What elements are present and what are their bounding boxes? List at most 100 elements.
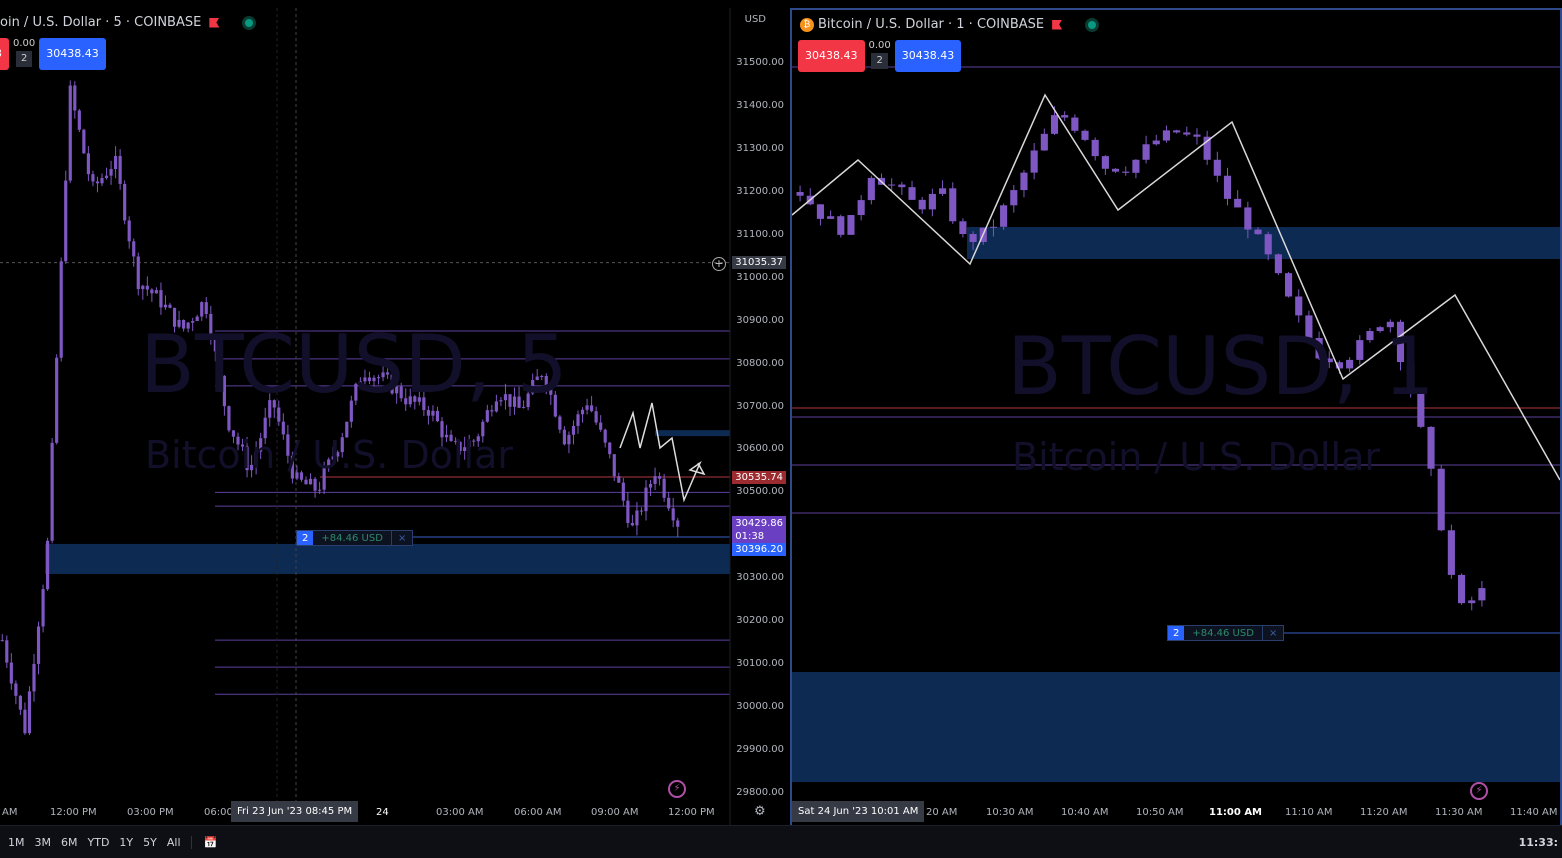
quantity[interactable]: 2: [871, 53, 888, 69]
crosshair-time-label: Sat 24 Jun '23 10:01 AM: [792, 801, 925, 822]
candle: [837, 216, 845, 235]
bottom-toolbar: 1M 3M 6M YTD 1Y 5Y All 📅 11:33:: [0, 825, 1562, 858]
candle: [168, 304, 172, 308]
close-position-button[interactable]: ×: [390, 531, 412, 545]
candle: [227, 406, 231, 431]
candle: [222, 375, 226, 407]
candle: [381, 372, 385, 378]
candle: [376, 377, 381, 379]
right-chart-canvas[interactable]: [792, 10, 1562, 825]
position-label[interactable]: 2 +84.46 USD ×: [1167, 625, 1285, 641]
candle: [1407, 362, 1415, 392]
candle: [580, 409, 585, 415]
candle: [91, 174, 95, 182]
candle: [327, 459, 331, 469]
price-tick: 31200.00: [736, 185, 784, 197]
bitcoin-logo-icon: ₿: [800, 17, 814, 32]
calendar-icon[interactable]: 📅: [190, 836, 217, 849]
candle: [272, 400, 276, 408]
range-5y[interactable]: 5Y: [143, 836, 157, 849]
candle: [1437, 468, 1445, 531]
range-3m[interactable]: 3M: [34, 836, 52, 849]
buy-button[interactable]: 30438.43: [894, 40, 962, 72]
candle: [1295, 296, 1303, 316]
sell-button[interactable]: 3: [0, 38, 9, 70]
range-all[interactable]: All: [166, 836, 181, 849]
candle: [1142, 144, 1150, 160]
add-plus-icon[interactable]: +: [712, 257, 726, 271]
price-tick: 31300.00: [736, 142, 784, 154]
candle: [857, 200, 865, 216]
sell-button[interactable]: 30438.43: [798, 40, 865, 72]
time-tick: AM: [2, 807, 18, 818]
candle: [349, 400, 353, 422]
flag-icon[interactable]: [209, 17, 220, 28]
lightning-icon[interactable]: ⚡: [1470, 782, 1488, 800]
symbol-title[interactable]: ₿ Bitcoin / U.S. Dollar · 1 · COINBASE: [800, 17, 1097, 32]
candle: [290, 455, 294, 479]
candle: [1346, 359, 1354, 369]
time-tick: 24: [376, 807, 389, 818]
candle: [1457, 574, 1466, 604]
candle: [938, 188, 947, 194]
candle: [1376, 327, 1384, 332]
range-1m[interactable]: 1M: [8, 836, 25, 849]
candle: [571, 425, 576, 435]
candle: [358, 381, 362, 384]
candle: [431, 410, 435, 416]
candle: [476, 436, 480, 442]
range-1y[interactable]: 1Y: [119, 836, 134, 849]
currency-selector[interactable]: USD: [744, 14, 766, 25]
candle: [617, 476, 621, 483]
settings-gear-icon[interactable]: ⚙: [754, 804, 766, 819]
time-axis[interactable]: Sat 24 Jun '23 10:01 AM 20 AM 10:30 AM 1…: [792, 801, 1560, 825]
candle: [259, 438, 263, 452]
candle: [508, 394, 512, 407]
buy-button[interactable]: 30438.43: [39, 38, 106, 70]
candle: [440, 421, 444, 438]
candle: [114, 156, 118, 170]
candle: [404, 398, 408, 405]
symbol-title[interactable]: oin / U.S. Dollar · 5 · COINBASE: [0, 15, 254, 30]
flag-icon[interactable]: [1052, 19, 1063, 30]
right-chart-pane[interactable]: BTCUSD, 1 Bitcoin / U.S. Dollar ₿ Bitcoin…: [790, 8, 1562, 825]
range-ytd[interactable]: YTD: [87, 836, 110, 849]
time-tick: 03:00 AM: [436, 807, 484, 818]
candle: [186, 322, 190, 329]
candle: [594, 411, 598, 423]
candle: [395, 386, 399, 394]
close-position-button[interactable]: ×: [1261, 626, 1283, 640]
quantity[interactable]: 2: [15, 51, 33, 67]
candle: [318, 489, 322, 491]
lightning-icon[interactable]: ⚡: [668, 780, 686, 798]
candle: [109, 169, 113, 176]
price-tick: 30300.00: [736, 572, 784, 584]
left-chart-canvas[interactable]: [0, 8, 790, 825]
candle: [236, 436, 240, 445]
candle: [908, 187, 916, 200]
position-label[interactable]: 2 +84.46 USD ×: [296, 530, 414, 546]
time-axis[interactable]: AM 12:00 PM 03:00 PM 06:00 Fri 23 Jun '2…: [0, 801, 790, 825]
left-chart-pane[interactable]: BTCUSD, 5 Bitcoin / U.S. Dollar oin / U.…: [0, 8, 790, 825]
candle: [408, 396, 412, 405]
price-tick: 31000.00: [736, 271, 784, 283]
candle: [218, 351, 222, 376]
candle: [286, 434, 290, 456]
candle: [154, 290, 158, 294]
candle: [494, 401, 498, 412]
candle: [630, 523, 634, 526]
last-price: 30429.86: [735, 518, 783, 529]
candle: [621, 482, 625, 501]
candle: [458, 441, 462, 451]
spread: 0.00: [868, 40, 891, 51]
price-tick: 30100.00: [736, 658, 784, 670]
range-6m[interactable]: 6M: [61, 836, 78, 849]
candle: [277, 407, 281, 422]
candle: [522, 407, 526, 409]
time-tick: 12:00 PM: [668, 807, 715, 818]
watermark-name: Bitcoin / U.S. Dollar: [1012, 435, 1380, 479]
candle: [644, 487, 648, 512]
candle: [1193, 134, 1201, 137]
time-tick: 03:00 PM: [127, 807, 174, 818]
candle: [1234, 198, 1242, 208]
